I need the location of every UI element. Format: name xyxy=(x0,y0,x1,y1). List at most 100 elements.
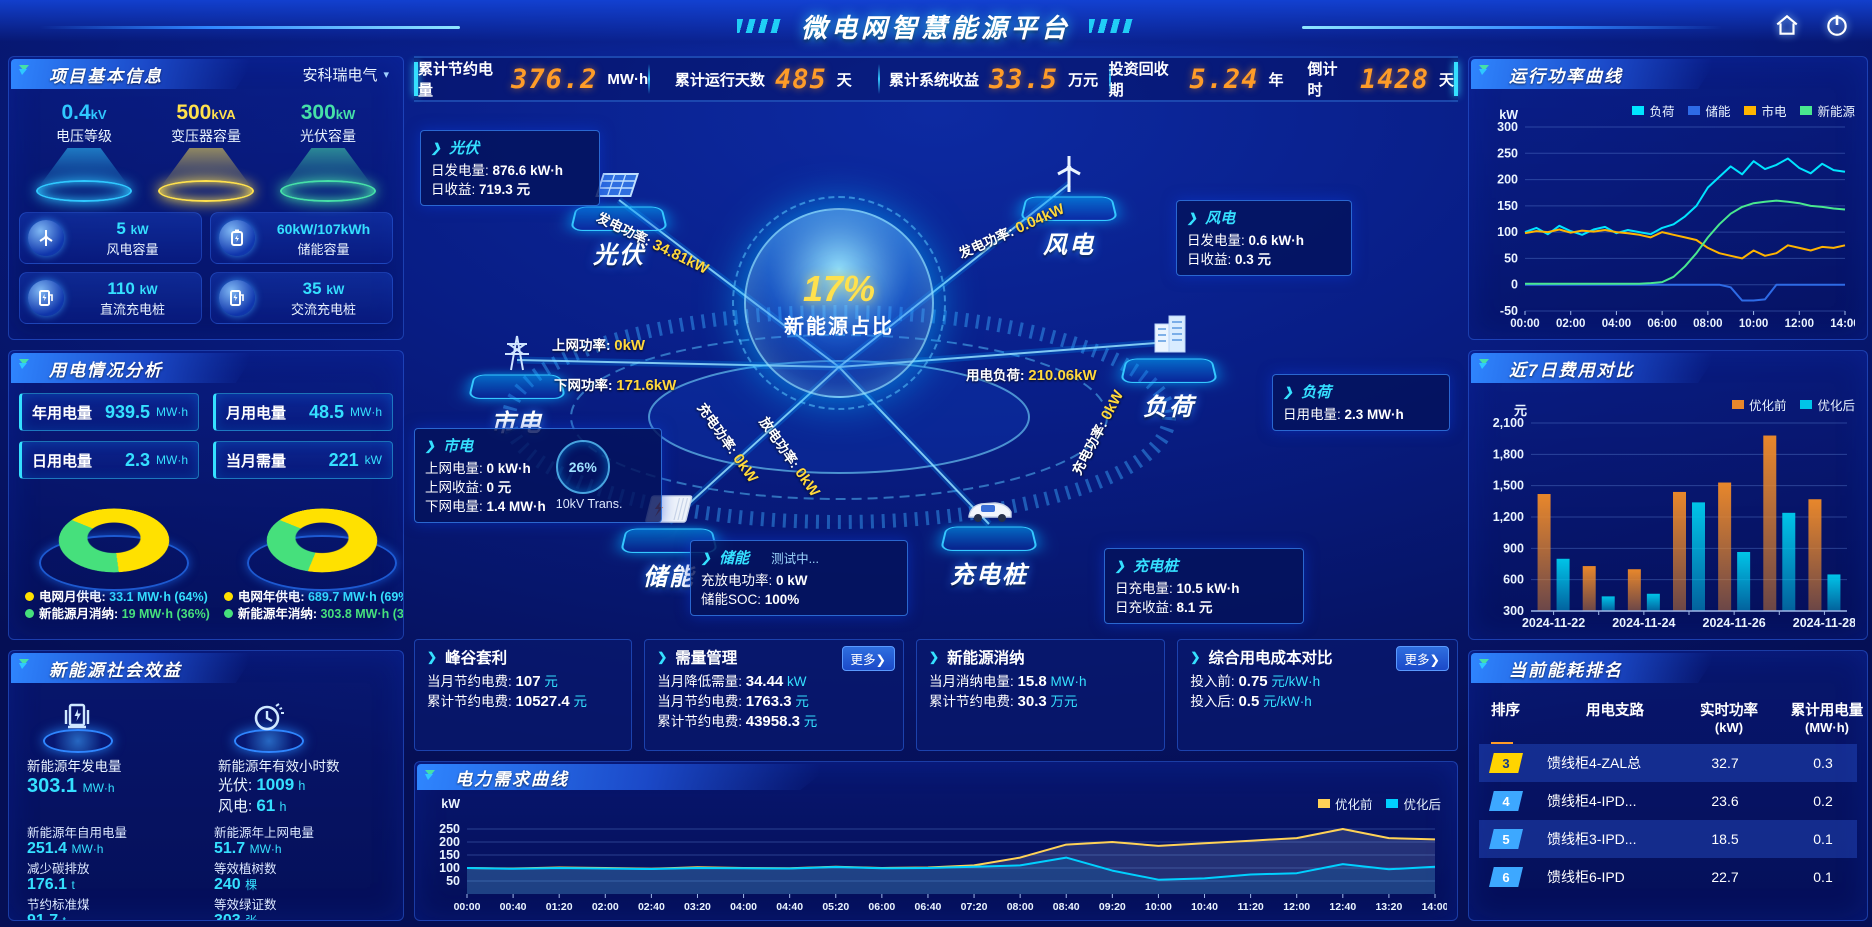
card-title: 光伏 xyxy=(449,137,479,158)
svg-text:10:00: 10:00 xyxy=(1145,901,1172,913)
benefit-metric-value: 240 棵 xyxy=(214,877,393,893)
ac-charger-icon xyxy=(219,280,255,316)
metric-row: 当月降低需量: 34.44 kW xyxy=(657,672,891,692)
bar[interactable] xyxy=(1647,594,1660,611)
spotlight-stat: 300kW 光伏容量 xyxy=(269,101,387,202)
table-row[interactable]: 6 馈线柜6-IPD 22.7 0.1 xyxy=(1479,858,1857,896)
cumulative-energy: 0.2 xyxy=(1775,793,1857,809)
card-title: 市电 xyxy=(443,435,473,456)
bar[interactable] xyxy=(1602,596,1615,611)
benefit-metric-label: 新能源年自用电量 xyxy=(27,825,206,841)
legend-item[interactable]: 储能 xyxy=(1688,101,1730,120)
table-row[interactable]: 5 馈线柜3-IPD... 18.5 0.1 xyxy=(1479,820,1857,858)
benefit-headline: 新能源年发电量 303.1 MW·h xyxy=(19,693,202,817)
bar[interactable] xyxy=(1557,559,1570,611)
table-row[interactable]: 4 馈线柜4-IPD... 23.6 0.2 xyxy=(1479,782,1857,820)
cumulative-stats-bar: 累计节约电量 376.2 MW·h 累计运行天数 485 天 累计系统收益 33… xyxy=(414,56,1458,102)
power-button[interactable] xyxy=(1820,8,1854,42)
table-row[interactable]: 3 馈线柜4-ZAL总 32.7 0.3 xyxy=(1479,744,1857,782)
bar[interactable] xyxy=(1737,552,1750,611)
donut-legend-item: 电网年供电: 689.7 MW·h (69%) xyxy=(224,589,404,606)
bar[interactable] xyxy=(1827,574,1840,611)
benefit-sub-value: 光伏: 1009 h xyxy=(218,775,393,796)
charger-info-card: ❯ 充电桩 日充电量: 10.5 kW·h 日充收益: 8.1 元 xyxy=(1104,548,1304,624)
svg-text:05:20: 05:20 xyxy=(822,901,849,913)
rank-badge: 6 xyxy=(1489,867,1523,887)
project-spotlights: 0.4kV 电压等级 500kVA 变压器容量 300kW 光伏容量 xyxy=(19,99,393,202)
more-button[interactable]: 更多❯ xyxy=(842,646,895,671)
svg-text:00:00: 00:00 xyxy=(454,901,481,913)
panel-title: 电力需求曲线 xyxy=(455,765,569,790)
capacity-value: 5 kW xyxy=(72,219,193,239)
legend-item[interactable]: 新能源 xyxy=(1800,101,1855,120)
bar[interactable] xyxy=(1808,499,1821,611)
legend-item[interactable]: 优化前 xyxy=(1732,395,1787,414)
svg-text:12:40: 12:40 xyxy=(1329,901,1356,913)
usage-stat-unit: MW·h xyxy=(156,405,188,419)
bar[interactable] xyxy=(1673,492,1686,611)
stat-value: 485 xyxy=(775,64,827,95)
legend-item[interactable]: 负荷 xyxy=(1632,101,1674,120)
stat-label: 累计系统收益 xyxy=(889,69,979,90)
svg-text:02:40: 02:40 xyxy=(638,901,665,913)
svg-text:2024-11-26: 2024-11-26 xyxy=(1703,616,1766,630)
legend-item[interactable]: 优化后 xyxy=(1386,794,1441,813)
cumulative-energy: 0.3 xyxy=(1775,755,1857,771)
svg-text:150: 150 xyxy=(1497,199,1518,213)
panel-corner-icon xyxy=(1477,657,1499,675)
capacity-card: 35 kW 交流充电桩 xyxy=(210,272,393,324)
storage-status-badge: 测试中... xyxy=(771,548,819,567)
stat-label: 累计运行天数 xyxy=(675,69,765,90)
benefit-label: 新能源年发电量 xyxy=(27,755,202,775)
benefit-value: 303.1 MW·h xyxy=(27,775,202,798)
project-selector-value: 安科瑞电气 xyxy=(302,64,377,85)
bar[interactable] xyxy=(1538,494,1551,611)
node-label: 充电桩 xyxy=(934,555,1044,590)
realtime-power: 32.7 xyxy=(1679,755,1771,771)
bar[interactable] xyxy=(1782,513,1795,611)
rank-badge: 3 xyxy=(1489,753,1523,773)
svg-text:08:00: 08:00 xyxy=(1007,901,1034,913)
node-charger[interactable]: 充电桩 xyxy=(934,494,1044,590)
benefits-metrics: 新能源年自用电量 251.4 MW·h 新能源年上网电量 51.7 MW·h 减少碳排放… xyxy=(19,825,393,921)
stat-segment: 累计系统收益 33.5 万元 xyxy=(878,58,1108,100)
metric-card-title: 峰谷套利 xyxy=(445,646,507,668)
capacity-label: 风电容量 xyxy=(72,239,193,258)
svg-text:1,200: 1,200 xyxy=(1493,510,1524,524)
legend-label: 市电 xyxy=(1761,101,1786,120)
capacity-value: 60kW/107kWh xyxy=(263,219,384,239)
capacity-label: 交流充电桩 xyxy=(263,299,384,318)
panel-title: 项目基本信息 xyxy=(49,62,163,87)
home-button[interactable] xyxy=(1770,8,1804,42)
bar[interactable] xyxy=(1692,502,1705,611)
bar[interactable] xyxy=(1718,483,1731,611)
usage-stat: 当月需量 221 kW xyxy=(213,441,393,479)
svg-text:200: 200 xyxy=(439,835,460,849)
realtime-power: 23.6 xyxy=(1679,793,1771,809)
card-arrow-icon: ❯ xyxy=(431,141,441,155)
legend-item[interactable]: 优化后 xyxy=(1800,395,1855,414)
bar[interactable] xyxy=(1763,436,1776,611)
benefit-metric-label: 等效植树数 xyxy=(214,861,393,877)
usage-stat-label: 日用电量 xyxy=(32,450,92,471)
project-selector[interactable]: 安科瑞电气 ▾ xyxy=(302,64,389,85)
legend-item[interactable]: 优化前 xyxy=(1318,794,1373,813)
branch-name: 馈线柜6-IPD xyxy=(1547,867,1675,887)
svg-text:06:00: 06:00 xyxy=(1647,318,1676,330)
legend-item[interactable]: 市电 xyxy=(1744,101,1786,120)
node-load[interactable]: 负荷 xyxy=(1114,312,1224,422)
renewable-share-value: 17% xyxy=(803,268,875,310)
panel-corner-icon xyxy=(17,63,39,81)
realtime-power: 22.7 xyxy=(1679,869,1771,885)
capacity-card: 60kW/107kWh 储能容量 xyxy=(210,212,393,264)
bar[interactable] xyxy=(1583,566,1596,611)
legend-swatch-icon xyxy=(1632,106,1644,115)
donut-legend-item: 电网月供电: 33.1 MW·h (64%) xyxy=(25,589,210,606)
bar[interactable] xyxy=(1628,569,1641,611)
legend-swatch-icon xyxy=(1744,106,1756,115)
node-wind[interactable]: 风电 xyxy=(1014,154,1124,260)
more-button[interactable]: 更多❯ xyxy=(1396,646,1449,671)
stat-segment: 累计运行天数 485 天 xyxy=(648,58,878,100)
capacity-card: 110 kW 直流充电桩 xyxy=(19,272,202,324)
panel-usage-analysis: 用电情况分析 年用电量 939.5 MW·h 月用电量 48.5 MW·h 日用电量 2.3 M… xyxy=(8,350,404,640)
